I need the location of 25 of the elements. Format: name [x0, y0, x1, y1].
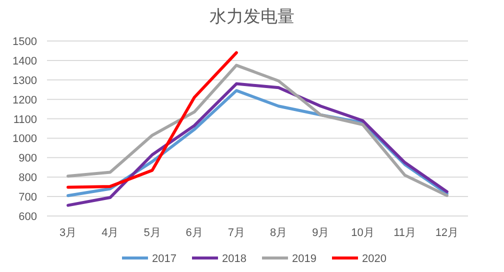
- x-tick-label: 4月: [102, 227, 119, 239]
- y-tick-label: 600: [18, 211, 37, 223]
- x-tick-label: 7月: [228, 227, 246, 239]
- y-tick-label: 1100: [13, 114, 37, 126]
- y-tick-label: 700: [18, 192, 37, 204]
- x-tick-label: 3月: [59, 227, 77, 239]
- x-tick-label: 9月: [312, 227, 330, 239]
- legend-label: 2018: [222, 253, 246, 265]
- legend-label: 2017: [152, 253, 176, 265]
- y-tick-label: 900: [18, 152, 37, 165]
- y-tick-label: 800: [18, 172, 37, 184]
- chart-title: 水力发电量: [210, 7, 294, 26]
- legend-label: 2020: [362, 253, 386, 265]
- x-tick-label: 5月: [144, 227, 161, 239]
- y-tick-label: 1200: [12, 94, 37, 106]
- x-tick-label: 10月: [351, 227, 374, 239]
- y-tick-label: 1500: [12, 36, 37, 48]
- x-tick-label: 6月: [186, 227, 203, 239]
- x-tick-label: 11月: [394, 227, 416, 239]
- y-tick-label: 1400: [12, 55, 37, 68]
- x-tick-label: 12月: [435, 227, 459, 239]
- x-tick-label: 8月: [270, 227, 288, 239]
- y-tick-label: 1300: [12, 74, 37, 87]
- y-tick-label: 1000: [12, 133, 37, 146]
- legend-label: 2019: [292, 253, 316, 265]
